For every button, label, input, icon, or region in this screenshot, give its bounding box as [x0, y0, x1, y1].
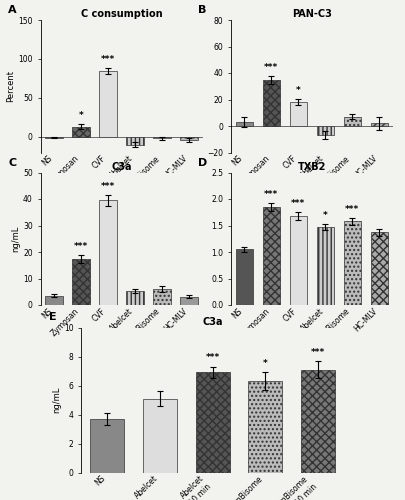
Bar: [371, 232, 388, 305]
Bar: [90, 419, 124, 472]
Bar: [99, 200, 117, 305]
Bar: [126, 137, 144, 144]
Y-axis label: Percent: Percent: [6, 70, 15, 102]
Text: D: D: [198, 158, 208, 168]
Bar: [45, 296, 63, 305]
Text: ***: ***: [291, 200, 305, 208]
Text: ***: ***: [264, 190, 279, 198]
Bar: [371, 124, 388, 126]
Bar: [236, 250, 253, 305]
Bar: [343, 222, 361, 305]
Y-axis label: ng/mL: ng/mL: [52, 387, 61, 413]
Bar: [317, 126, 334, 136]
Text: C: C: [8, 158, 16, 168]
Bar: [262, 80, 280, 126]
Text: B: B: [198, 5, 207, 15]
Title: C3a: C3a: [111, 162, 132, 172]
Bar: [301, 370, 335, 472]
Text: ***: ***: [311, 348, 325, 356]
Text: *: *: [296, 86, 301, 95]
Y-axis label: ng/mL: ng/mL: [11, 226, 20, 252]
Bar: [180, 296, 198, 305]
Bar: [143, 398, 177, 472]
Text: A: A: [8, 5, 17, 15]
Bar: [153, 289, 171, 305]
Bar: [290, 102, 307, 126]
Text: *: *: [79, 112, 83, 120]
Bar: [236, 122, 253, 126]
Title: C consumption: C consumption: [81, 9, 162, 19]
Bar: [180, 137, 198, 140]
Text: ***: ***: [101, 182, 115, 191]
Bar: [262, 207, 280, 305]
Bar: [290, 216, 307, 305]
Text: E: E: [49, 312, 56, 322]
Bar: [248, 381, 282, 472]
Bar: [153, 137, 171, 138]
Bar: [72, 258, 90, 305]
Title: PAN-C3: PAN-C3: [292, 9, 332, 19]
Text: ***: ***: [345, 204, 360, 214]
Text: ***: ***: [205, 354, 220, 362]
Bar: [45, 137, 63, 138]
Bar: [72, 127, 90, 137]
Bar: [126, 291, 144, 305]
Text: ***: ***: [74, 242, 88, 250]
Bar: [343, 116, 361, 126]
Bar: [99, 70, 117, 137]
Text: *: *: [323, 211, 328, 220]
Title: TXB2: TXB2: [298, 162, 326, 172]
Title: C3a: C3a: [202, 316, 223, 326]
Text: ***: ***: [101, 54, 115, 64]
Text: *: *: [263, 359, 268, 368]
Bar: [317, 227, 334, 305]
Text: ***: ***: [264, 62, 279, 72]
Bar: [196, 372, 230, 472]
